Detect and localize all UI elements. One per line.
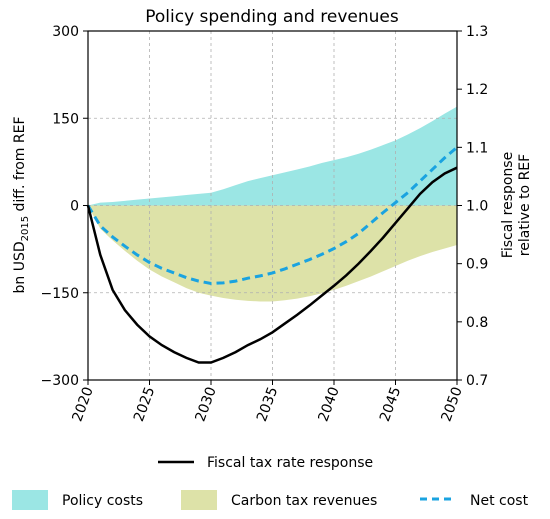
x-tick-label: 2040 [316, 385, 343, 424]
legend-policy-costs-swatch [12, 490, 48, 510]
y-left-tick-label: 150 [52, 111, 79, 127]
plot-area [86, 31, 458, 380]
x-tick-label: 2045 [377, 385, 404, 424]
legend-policy-costs-label: Policy costs [62, 493, 143, 509]
y-axis-right-label-line1: Fiscal response [500, 152, 516, 258]
y-right-tick-label: 1.2 [466, 82, 488, 98]
y-left-tick-label: 300 [52, 24, 79, 40]
x-tick-label: 2025 [131, 385, 158, 424]
y-axis-right-label-line2: relative to REF [517, 154, 533, 256]
x-tick-label: 2050 [439, 385, 466, 424]
y-right-tick-label: 0.8 [466, 315, 488, 331]
y-left-tick-label: 0 [70, 199, 79, 215]
y-left-tick-label: −150 [41, 286, 79, 302]
policy-costs-area [88, 106, 457, 206]
x-tick-label: 2030 [193, 385, 220, 424]
x-tick-label: 2035 [254, 385, 281, 424]
y-axis-left-label-main: bn USD [12, 241, 28, 293]
legend-carbon-tax-swatch [181, 490, 217, 510]
y-right-tick-label: 0.9 [466, 257, 488, 273]
y-axis-left-label-sub: 2015 [20, 216, 31, 241]
x-tick-label: 2020 [70, 385, 97, 424]
y-right-tick-label: 1.1 [466, 140, 488, 156]
y-right-tick-label: 1.3 [466, 24, 488, 40]
fiscal-response-line [86, 166, 458, 364]
y-right-tick-label: 1.0 [466, 199, 488, 215]
y-axis-left-label-rest: diff. from REF [12, 116, 28, 215]
legend: Fiscal tax rate response Policy costs Ca… [12, 455, 529, 510]
y-axis-left-label: bn USD2015 diff. from REF [12, 116, 31, 293]
legend-net-cost-label: Net cost [470, 493, 529, 509]
legend-carbon-tax-label: Carbon tax revenues [231, 493, 377, 509]
net-cost-line [86, 146, 458, 285]
chart-title: Policy spending and revenues [145, 7, 399, 27]
legend-fiscal-label: Fiscal tax rate response [207, 455, 373, 471]
y-left-tick-label: −300 [41, 373, 79, 389]
y-right-tick-label: 0.7 [466, 373, 488, 389]
